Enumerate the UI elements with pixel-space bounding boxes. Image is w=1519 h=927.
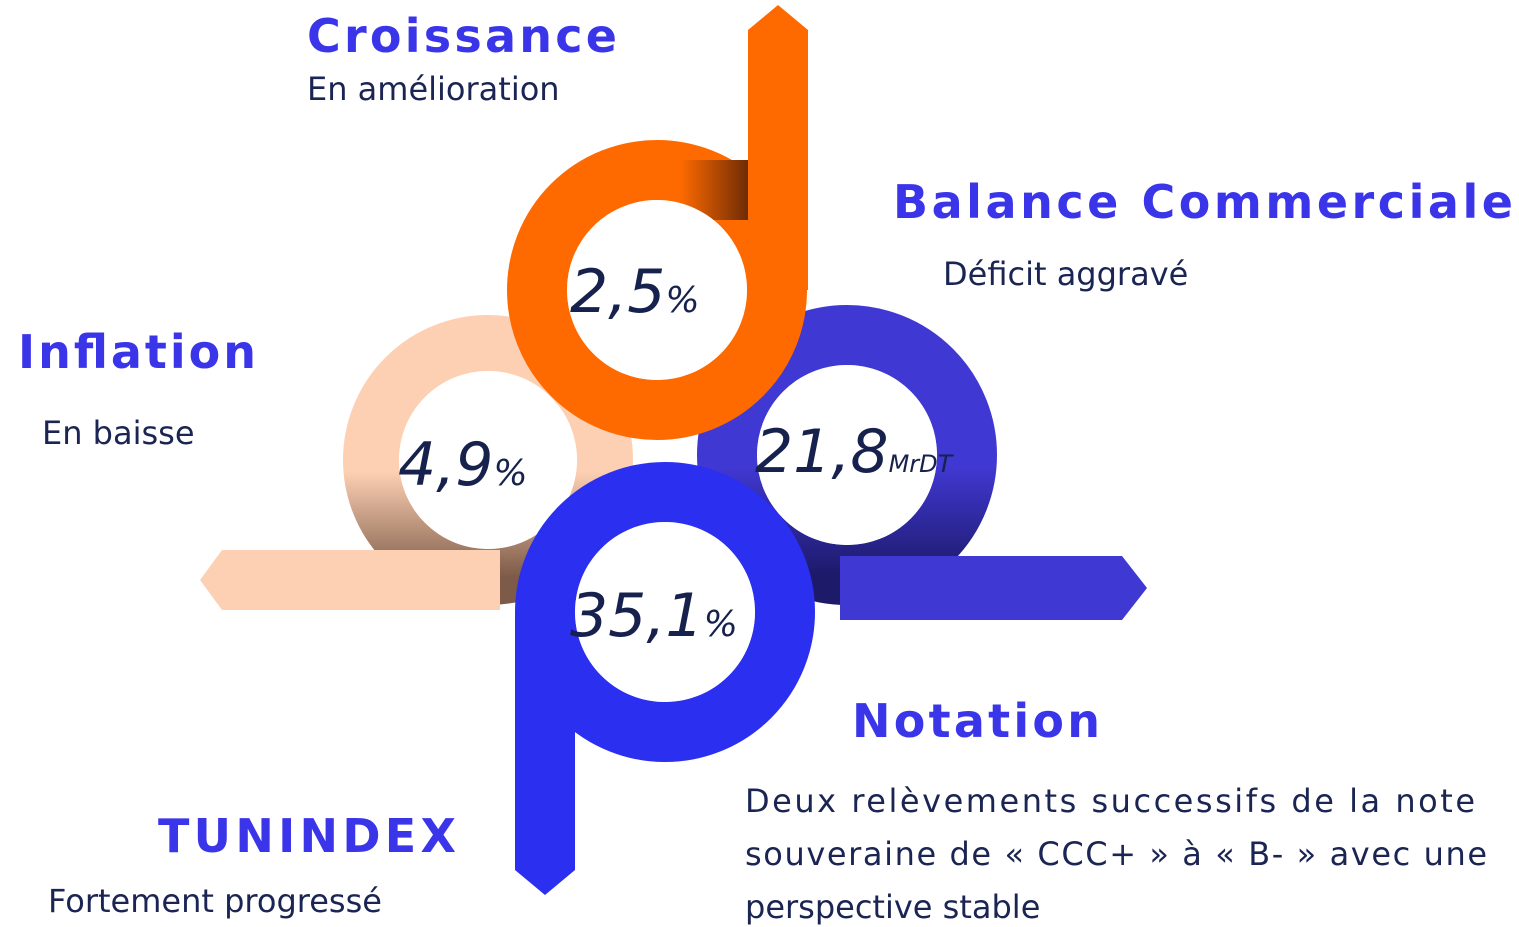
- value: 35,1%: [570, 581, 738, 651]
- description-line: souveraine de « CCC+ » à « B- » avec une: [745, 835, 1487, 873]
- title: Balance Commerciale: [893, 175, 1513, 229]
- value-unit: %: [493, 453, 527, 494]
- value: 2,5%: [570, 257, 700, 327]
- value-unit: %: [665, 280, 699, 321]
- value-unit: %: [704, 604, 738, 645]
- value-unit: MrDT: [889, 450, 955, 478]
- description-line: Deux relèvements successifs de la note: [745, 782, 1475, 820]
- value: 4,9%: [398, 430, 528, 500]
- inflation-shape: [200, 315, 633, 610]
- balance-shape: [697, 305, 1147, 620]
- tunindex-shape: [515, 462, 815, 895]
- title: Inflation: [18, 325, 256, 379]
- value: 21,8MrDT: [755, 417, 955, 487]
- description-line: perspective stable: [745, 888, 1040, 926]
- subtitle: Fortement progressé: [48, 882, 382, 920]
- subtitle: Déficit aggravé: [943, 255, 1188, 293]
- croissance-shape: [507, 5, 808, 440]
- title: Croissance: [307, 9, 617, 63]
- value-number: 4,9: [398, 430, 493, 500]
- title: TUNINDEX: [158, 809, 456, 863]
- value-number: 2,5: [570, 257, 665, 327]
- subtitle: En baisse: [42, 414, 195, 452]
- title: Notation: [852, 694, 1100, 748]
- value-number: 35,1: [570, 581, 704, 651]
- value-number: 21,8: [755, 417, 889, 487]
- subtitle: En amélioration: [307, 70, 560, 108]
